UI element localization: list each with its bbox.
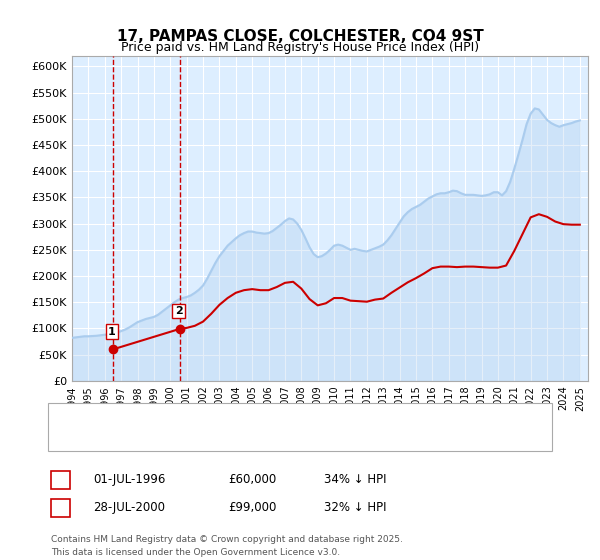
Text: 2: 2 [175, 306, 182, 316]
Text: 01-JUL-1996: 01-JUL-1996 [93, 473, 166, 487]
Text: HPI: Average price, detached house, Colchester: HPI: Average price, detached house, Colc… [114, 434, 363, 444]
Text: 17, PAMPAS CLOSE, COLCHESTER, CO4 9ST: 17, PAMPAS CLOSE, COLCHESTER, CO4 9ST [116, 29, 484, 44]
Text: ─────: ───── [72, 432, 110, 445]
Text: ─────: ───── [72, 412, 110, 425]
Text: Price paid vs. HM Land Registry's House Price Index (HPI): Price paid vs. HM Land Registry's House … [121, 41, 479, 54]
Text: £60,000: £60,000 [228, 473, 276, 487]
Text: 17, PAMPAS CLOSE, COLCHESTER, CO4 9ST (detached house): 17, PAMPAS CLOSE, COLCHESTER, CO4 9ST (d… [114, 413, 435, 423]
Text: 32% ↓ HPI: 32% ↓ HPI [324, 501, 386, 515]
Text: 1: 1 [56, 473, 65, 487]
Text: £99,000: £99,000 [228, 501, 277, 515]
Text: 2: 2 [56, 501, 65, 515]
Text: Contains HM Land Registry data © Crown copyright and database right 2025.
This d: Contains HM Land Registry data © Crown c… [51, 535, 403, 557]
Text: 1: 1 [108, 326, 116, 337]
Text: 34% ↓ HPI: 34% ↓ HPI [324, 473, 386, 487]
Text: 28-JUL-2000: 28-JUL-2000 [93, 501, 165, 515]
